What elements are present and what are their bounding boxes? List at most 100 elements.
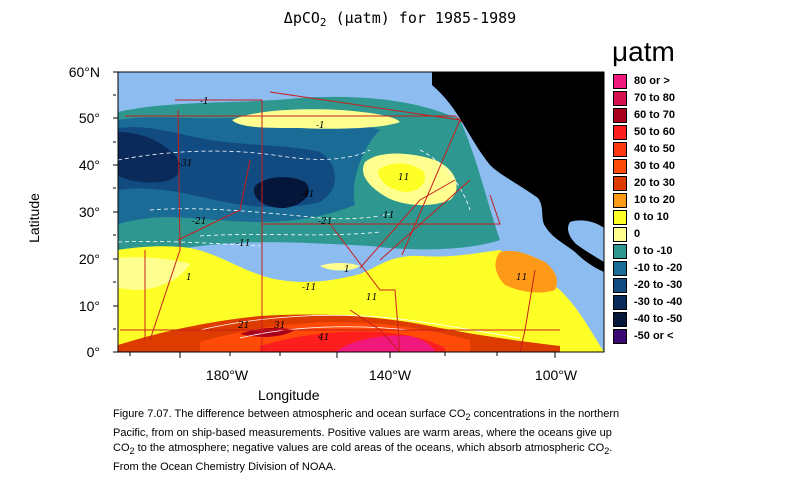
legend-entry: 50 to 60 [613,125,800,142]
legend-swatch [613,108,627,123]
caption-text: . From the Ocean Chemistry Division of N… [113,442,613,473]
caption-text: to the atmosphere; negative values are c… [134,442,605,455]
contour-lines [118,149,471,247]
caption-subscript: 2 [465,412,471,423]
legend-label: 0 [634,228,641,240]
svg-text:-11: -11 [302,283,317,293]
svg-text:-21: -21 [192,217,207,227]
legend-label: -10 to -20 [634,262,683,274]
svg-text:1: 1 [186,273,192,283]
legend-entry: 60 to 70 [613,108,800,125]
svg-text:1: 1 [344,265,350,275]
contour-ten-to-twenty-region [495,250,557,293]
svg-text:-1: -1 [316,121,325,131]
svg-text:-11: -11 [236,239,251,249]
legend-label: 10 to 20 [634,194,675,206]
legend-entry: -10 to -20 [613,261,800,278]
north-america-land [432,72,604,272]
y-tick-label: 30° [78,204,100,220]
legend-label: 20 to 30 [634,177,675,189]
x-tick-label: 100°W [534,367,578,383]
caption-subscript: 2 [604,446,610,457]
legend-entry: 40 to 50 [613,142,800,159]
legend-swatch [613,125,627,140]
legend-label: 0 to -10 [634,245,673,257]
legend-entry: -50 or < [613,329,800,346]
legend-label: 0 to 10 [634,211,669,223]
svg-text:21: 21 [237,321,249,331]
legend-label: 70 to 80 [634,92,675,104]
svg-text:-11: -11 [380,211,395,221]
gulf-of-california [511,196,534,227]
contour-minus40-to-minus50-region [254,177,309,209]
axis-ticks [113,71,556,358]
legend-swatch [613,312,627,327]
y-tick-label: 10° [78,298,100,314]
legend-entry: 0 [613,227,800,244]
legend-swatch [613,278,627,293]
x-tick-label: 180°W [205,367,249,383]
svg-text:41: 41 [317,333,329,343]
x-tick-label: 140°W [368,367,412,383]
legend-label: -50 or < [634,330,674,342]
y-tick-label: 60°N [68,64,100,80]
legend-label: 30 to 40 [634,160,675,172]
y-tick-label: 20° [78,251,100,267]
legend-swatch [613,244,627,259]
caption-text: Figure 7.07. The difference between atmo… [113,408,466,420]
title-suffix: (μatm) for 1985-1989 [326,9,517,27]
legend-label: -40 to -50 [634,313,683,325]
legend-swatch [613,210,627,225]
legend-label: -20 to -30 [634,279,683,291]
legend-swatch [613,193,627,208]
contour-minus30-to-minus40-region [118,132,180,183]
legend-label: 80 or > [634,75,670,87]
y-tick-label: 50° [78,110,100,126]
svg-text:11: 11 [366,293,377,303]
legend-label: -30 to -40 [634,296,683,308]
legend-swatch [613,261,627,276]
map-title: ΔpCO2 (μatm) for 1985-1989 [0,9,800,29]
y-tick-label: 40° [78,157,100,173]
legend-entry: 80 or > [613,74,800,91]
legend-heading: μatm [612,36,675,67]
legend-label: 50 to 60 [634,126,675,138]
legend-entry: 30 to 40 [613,159,800,176]
legend-swatch [613,74,627,89]
contour-northeast-yellow-core [378,163,426,192]
contour-northern-warm-patch [232,109,400,129]
title-prefix: ΔpCO [283,9,320,27]
svg-text:31: 31 [274,321,285,331]
svg-text:-31: -31 [178,159,193,169]
title-subscript: 2 [319,16,327,29]
caption-text: concentrations in the northern Pacific, … [113,408,620,455]
legend-entry: 0 to 10 [613,210,800,227]
svg-text:-1: -1 [200,97,209,107]
svg-text:-41: -41 [300,190,315,200]
figure-caption: Figure 7.07. The difference between atmo… [113,407,633,475]
legend-swatch [613,295,627,310]
contour-zero-region [118,257,190,290]
legend-swatch [613,176,627,191]
map-plot-area: -41 -31 11 -21 -21 -11 -11 -11 1 11 1 11… [118,72,604,352]
x-axis-title: Longitude [258,387,320,403]
legend-swatch [613,142,627,157]
legend-entry: 20 to 30 [613,176,800,193]
contour-small-patch [320,263,360,271]
gulf-of-mexico [568,220,604,262]
svg-text:11: 11 [398,173,409,183]
legend-entry: -20 to -30 [613,278,800,295]
y-tick-label: 0° [86,344,100,360]
caption-subscript: 2 [129,446,135,457]
legend-entry: -40 to -50 [613,312,800,329]
legend-entry: -30 to -40 [613,295,800,312]
legend-swatch [613,227,627,242]
contour-value-labels: -41 -31 11 -21 -21 -11 -11 -11 1 11 1 11… [178,97,527,343]
legend-entry: 70 to 80 [613,91,800,108]
legend-label: 60 to 70 [634,109,675,121]
svg-text:11: 11 [516,273,527,283]
svg-text:-21: -21 [318,217,333,227]
contour-eighty-plus-region [336,335,436,352]
legend-label: 40 to 50 [634,143,675,155]
